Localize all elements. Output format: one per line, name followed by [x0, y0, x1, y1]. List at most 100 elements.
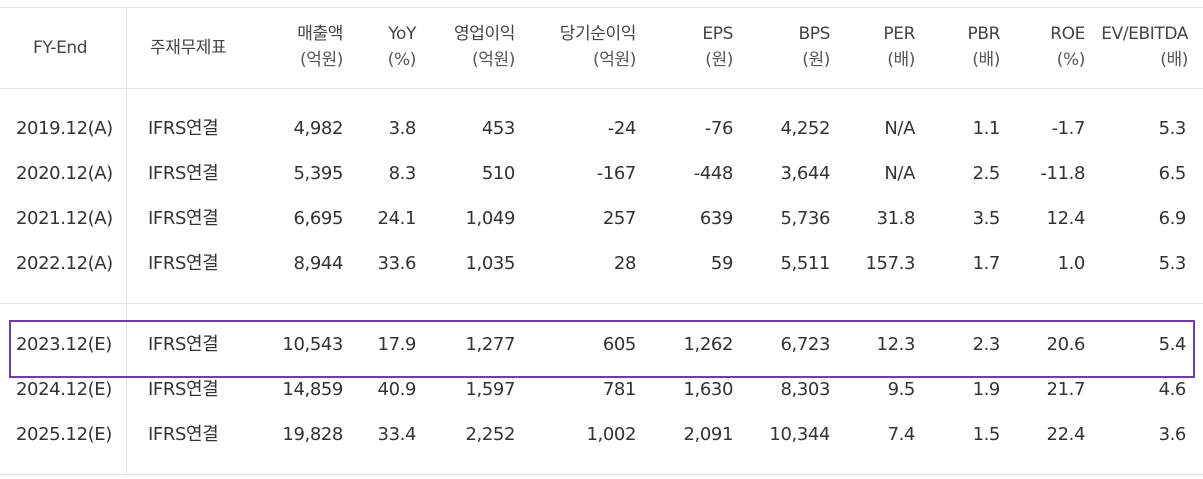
cell-bps: 10,344 — [769, 424, 830, 445]
cell-op-income: 1,277 — [465, 334, 515, 355]
cell-main-statement: IFRS연결 — [148, 379, 219, 400]
cell-op-income: 1,597 — [465, 379, 515, 400]
cell-bps: 4,252 — [780, 118, 830, 139]
cell-per: 157.3 — [865, 253, 915, 274]
cell-roe: 20.6 — [1046, 334, 1086, 355]
cell-pbr: 1.5 — [972, 424, 1001, 445]
cell-bps: 5,511 — [780, 253, 830, 274]
cell-main-statement: IFRS연결 — [148, 163, 219, 184]
cell-main-statement: IFRS연결 — [148, 334, 219, 355]
header-eps: EPS (원) — [702, 24, 733, 70]
cell-per: 31.8 — [876, 208, 916, 229]
cell-pbr: 2.3 — [972, 334, 1001, 355]
header-ev-ebitda: EV/EBITDA (배) — [1101, 24, 1188, 70]
cell-fy-end: 2022.12(A) — [16, 253, 113, 274]
cell-pbr: 1.1 — [972, 118, 1001, 139]
header-roe: ROE (%) — [1050, 24, 1085, 70]
cell-sales: 8,944 — [293, 253, 343, 274]
cell-ev-ebitda: 5.4 — [1158, 334, 1187, 355]
column-divider — [126, 7, 127, 89]
cell-ev-ebitda: 5.3 — [1158, 118, 1187, 139]
cell-sales: 6,695 — [293, 208, 343, 229]
cell-net-income: -24 — [607, 118, 637, 139]
cell-yoy: 24.1 — [377, 208, 417, 229]
cell-op-income: 453 — [481, 118, 516, 139]
cell-bps: 6,723 — [780, 334, 830, 355]
cell-op-income: 510 — [481, 163, 516, 184]
cell-net-income: 781 — [602, 379, 637, 400]
cell-eps: -76 — [704, 118, 734, 139]
estimate-highlight-box — [9, 320, 1195, 378]
header-bps: BPS (원) — [798, 24, 830, 70]
cell-net-income: 257 — [602, 208, 637, 229]
cell-roe: 1.0 — [1057, 253, 1086, 274]
cell-eps: 59 — [710, 253, 734, 274]
cell-eps: -448 — [693, 163, 734, 184]
cell-main-statement: IFRS연결 — [148, 118, 219, 139]
cell-sales: 19,828 — [282, 424, 343, 445]
cell-main-statement: IFRS연결 — [148, 253, 219, 274]
cell-ev-ebitda: 6.5 — [1158, 163, 1187, 184]
cell-fy-end: 2020.12(A) — [16, 163, 113, 184]
cell-ev-ebitda: 4.6 — [1158, 379, 1187, 400]
header-fy-end: FY-End — [33, 38, 88, 58]
cell-sales: 5,395 — [293, 163, 343, 184]
cell-per: N/A — [884, 118, 915, 139]
cell-net-income: 1,002 — [586, 424, 636, 445]
cell-per: N/A — [884, 163, 915, 184]
cell-pbr: 1.7 — [972, 253, 1001, 274]
cell-roe: 22.4 — [1046, 424, 1086, 445]
section-divider — [0, 303, 1203, 304]
cell-op-income: 1,035 — [465, 253, 515, 274]
cell-ev-ebitda: 6.9 — [1158, 208, 1187, 229]
header-op-income: 영업이익 (억원) — [454, 24, 515, 70]
cell-yoy: 33.4 — [377, 424, 417, 445]
cell-fy-end: 2019.12(A) — [16, 118, 113, 139]
cell-yoy: 17.9 — [377, 334, 417, 355]
cell-fy-end: 2024.12(E) — [16, 379, 112, 400]
cell-per: 9.5 — [887, 379, 916, 400]
cell-pbr: 2.5 — [972, 163, 1001, 184]
cell-eps: 639 — [699, 208, 734, 229]
cell-main-statement: IFRS연결 — [148, 208, 219, 229]
header-yoy: YoY (%) — [387, 24, 417, 70]
cell-per: 12.3 — [876, 334, 916, 355]
header-sales: 매출액 (억원) — [297, 24, 343, 70]
header-per: PER (배) — [883, 24, 915, 70]
cell-pbr: 3.5 — [972, 208, 1001, 229]
header-net-income: 당기순이익 (억원) — [559, 24, 637, 70]
cell-eps: 2,091 — [683, 424, 733, 445]
header-bottom-border — [0, 88, 1203, 89]
cell-op-income: 1,049 — [465, 208, 515, 229]
cell-net-income: 28 — [613, 253, 637, 274]
cell-eps: 1,630 — [683, 379, 733, 400]
cell-bps: 8,303 — [780, 379, 830, 400]
cell-ev-ebitda: 5.3 — [1158, 253, 1187, 274]
header-main-statement: 주재무제표 — [150, 38, 227, 58]
header-pbr: PBR (배) — [967, 24, 1000, 70]
table-bottom-border — [0, 474, 1203, 475]
cell-bps: 3,644 — [780, 163, 830, 184]
cell-per: 7.4 — [887, 424, 916, 445]
column-divider — [126, 89, 127, 303]
cell-eps: 1,262 — [683, 334, 733, 355]
cell-yoy: 40.9 — [377, 379, 417, 400]
cell-fy-end: 2025.12(E) — [16, 424, 112, 445]
cell-yoy: 33.6 — [377, 253, 417, 274]
cell-fy-end: 2021.12(A) — [16, 208, 113, 229]
cell-bps: 5,736 — [780, 208, 830, 229]
cell-sales: 14,859 — [282, 379, 343, 400]
cell-net-income: 605 — [602, 334, 637, 355]
cell-ev-ebitda: 3.6 — [1158, 424, 1187, 445]
cell-roe: 12.4 — [1046, 208, 1086, 229]
cell-yoy: 8.3 — [388, 163, 417, 184]
table-top-border — [0, 7, 1203, 8]
cell-roe: -11.8 — [1040, 163, 1085, 184]
cell-sales: 10,543 — [282, 334, 343, 355]
cell-yoy: 3.8 — [388, 118, 417, 139]
cell-main-statement: IFRS연결 — [148, 424, 219, 445]
cell-op-income: 2,252 — [465, 424, 515, 445]
cell-sales: 4,982 — [293, 118, 343, 139]
cell-fy-end: 2023.12(E) — [16, 334, 112, 355]
